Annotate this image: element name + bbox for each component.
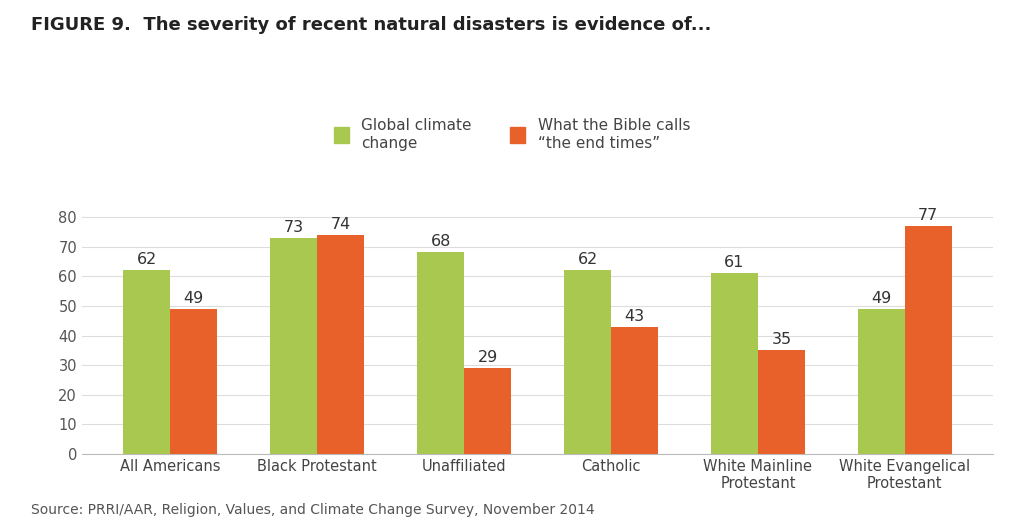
Bar (464, 368, 511, 454)
Text: 29: 29 (477, 350, 498, 365)
Bar (758, 350, 805, 454)
Text: 68: 68 (430, 234, 451, 250)
Text: 43: 43 (625, 309, 645, 324)
Text: FIGURE 9.  The severity of recent natural disasters is evidence of...: FIGURE 9. The severity of recent natural… (31, 16, 711, 33)
Text: 73: 73 (284, 220, 304, 235)
Bar (611, 327, 658, 454)
Bar (858, 309, 905, 454)
Bar (317, 235, 365, 454)
Text: 35: 35 (771, 333, 792, 347)
Bar (905, 226, 952, 454)
Text: 49: 49 (871, 291, 892, 306)
Bar (564, 270, 611, 454)
Text: 62: 62 (137, 252, 157, 267)
Text: 77: 77 (919, 208, 938, 223)
Bar (417, 253, 464, 454)
Text: 74: 74 (331, 217, 351, 232)
Text: Source: PRRI/AAR, Religion, Values, and Climate Change Survey, November 2014: Source: PRRI/AAR, Religion, Values, and … (31, 503, 594, 517)
Text: 61: 61 (724, 255, 744, 270)
Bar (711, 273, 758, 454)
Text: 62: 62 (578, 252, 598, 267)
Bar (270, 238, 317, 454)
Bar (170, 309, 217, 454)
Text: 49: 49 (183, 291, 204, 306)
Bar (123, 270, 170, 454)
Legend: Global climate
change, What the Bible calls
“the end times”: Global climate change, What the Bible ca… (328, 112, 696, 157)
